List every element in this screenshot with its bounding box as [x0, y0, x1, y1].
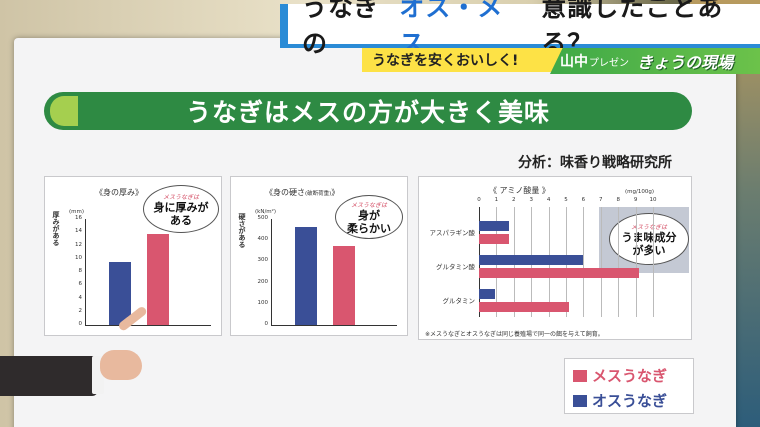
callout-tag: メスうなぎは — [630, 223, 667, 231]
y-tick-label: 8 — [78, 268, 83, 274]
legend-label-female: メスうなぎ — [592, 367, 668, 385]
callout-tag: メスうなぎは — [162, 193, 199, 201]
gridline — [635, 207, 637, 317]
y-tick-label: 400 — [257, 236, 269, 243]
bar-male — [479, 221, 509, 231]
x-axis — [271, 325, 397, 326]
headline-text: うなぎはメスの方が大きく美味 — [185, 98, 550, 127]
main-caption: うなぎの オス・メス 意識したことある？ — [280, 0, 760, 58]
y-tick-label: 500 — [257, 215, 269, 221]
gridline — [618, 207, 620, 317]
x-tick-label: 1 — [494, 197, 499, 203]
chart-footnote: ※メスうなぎとオスうなぎは同じ養殖場で同一の餌を与えて飼育。 — [425, 331, 604, 338]
callout-bubble: メスうなぎは うま味成分 が多い — [609, 213, 689, 265]
callout-text: うま味成分 が多い — [621, 230, 677, 257]
x-tick-label: 10 — [649, 197, 657, 203]
legend-item-male: オスうなぎ — [573, 390, 667, 411]
x-tick-label: 4 — [546, 197, 551, 203]
chart-thickness: 《身の厚み》 厚みがある (mm) メスうなぎは 身に厚みが ある 16 14 12… — [44, 176, 222, 336]
chart-amino-acids: 《 アミノ酸量 》 (mg/100g) メスうなぎは うま味成分 が多い ※メス… — [418, 176, 692, 340]
bar-female — [479, 302, 570, 312]
gridline — [653, 207, 654, 317]
legend-label-male: オスうなぎ — [592, 392, 668, 410]
y-tick-label: 100 — [257, 299, 269, 306]
x-tick-label: 7 — [599, 197, 603, 203]
chart-title-main: 《身の硬さ — [265, 188, 305, 197]
y-axis — [271, 219, 272, 325]
sub-caption: うなぎを安くおいしく! — [362, 48, 572, 72]
y-tick-label: 12 — [75, 241, 82, 248]
x-tick-label: 8 — [616, 197, 620, 203]
corner-presenter-suffix: プレゼン — [589, 57, 629, 69]
category-label: グルタミン — [442, 297, 476, 305]
chart-firmness: 《身の硬さ(破断荷重)》 硬さがある (kN/m²) メスうなぎは 身が 柔らか… — [230, 176, 408, 336]
main-caption-part1: うなぎの — [302, 0, 381, 58]
callout-text: 身が 柔らかい — [347, 208, 391, 235]
chart-title-note: (破断荷重) — [305, 191, 332, 197]
corner-show-title: きょうの現場 — [637, 53, 734, 72]
y-axis — [85, 219, 86, 325]
y-tick-label: 4 — [78, 294, 83, 301]
bar-female — [479, 234, 509, 244]
y-tick-label: 0 — [78, 321, 83, 327]
chart-unit: (mm) — [69, 209, 85, 215]
x-tick-label: 3 — [529, 197, 533, 203]
headline-banner: うなぎはメスの方が大きく美味 — [44, 92, 692, 130]
category-label: グルタミン酸 — [436, 263, 475, 271]
presenter-hand — [100, 350, 142, 380]
presenter-arm — [0, 356, 98, 396]
y-tick-label: 0 — [264, 321, 269, 327]
gridline — [583, 207, 585, 317]
x-tick-label: 2 — [512, 197, 516, 203]
bar-male — [479, 255, 584, 265]
legend-swatch-female — [573, 369, 587, 382]
y-tick-label: 2 — [78, 307, 83, 314]
gridline — [600, 207, 602, 317]
x-tick-label: 0 — [477, 197, 481, 203]
chart-title: 《身の厚み》 — [95, 188, 143, 197]
chart-title: 《 アミノ酸量 》 — [489, 186, 550, 195]
x-tick-label: 5 — [564, 197, 568, 203]
bar-female — [333, 245, 355, 325]
y-tick-label: 300 — [257, 257, 269, 264]
chart-unit: (mg/100g) — [625, 189, 654, 195]
chart-unit: (kN/m²) — [255, 209, 277, 215]
callout-bubble: メスうなぎは 身に厚みが ある — [143, 185, 219, 233]
corner-logo: 山中 プレゼン きょうの現場 — [550, 48, 760, 74]
y-tick-label: 10 — [75, 254, 82, 261]
bar-male — [295, 227, 317, 325]
category-label: アスパラギン酸 — [429, 229, 476, 237]
callout-bubble: メスうなぎは 身が 柔らかい — [335, 195, 403, 239]
bar-male — [479, 289, 495, 299]
y-tick-label: 16 — [75, 215, 82, 221]
bar-male — [109, 262, 131, 325]
y-tick-label: 14 — [75, 228, 82, 235]
legend-item-female: メスうなぎ — [573, 365, 667, 386]
callout-tag: メスうなぎは — [350, 201, 387, 209]
chart-title: 《身の硬さ(破断荷重)》 — [265, 187, 339, 198]
bar-female — [147, 233, 169, 325]
y-tick-label: 6 — [78, 281, 83, 288]
bar-female — [479, 268, 640, 278]
x-tick-label: 6 — [581, 197, 586, 203]
y-tick-label: 200 — [257, 278, 269, 285]
chart-ylabel: 厚みがある — [52, 211, 60, 246]
analysis-credit: 分析：味香り戦略研究所 — [518, 155, 672, 171]
corner-presenter: 山中 — [560, 54, 588, 70]
x-tick-label: 9 — [633, 197, 638, 203]
x-axis — [85, 325, 211, 326]
legend: メスうなぎ オスうなぎ — [564, 358, 694, 414]
chart-ylabel: 硬さがある — [238, 213, 246, 248]
chart-title-end: 》 — [331, 188, 340, 197]
legend-swatch-male — [573, 394, 587, 407]
callout-text: 身に厚みが ある — [153, 200, 209, 227]
